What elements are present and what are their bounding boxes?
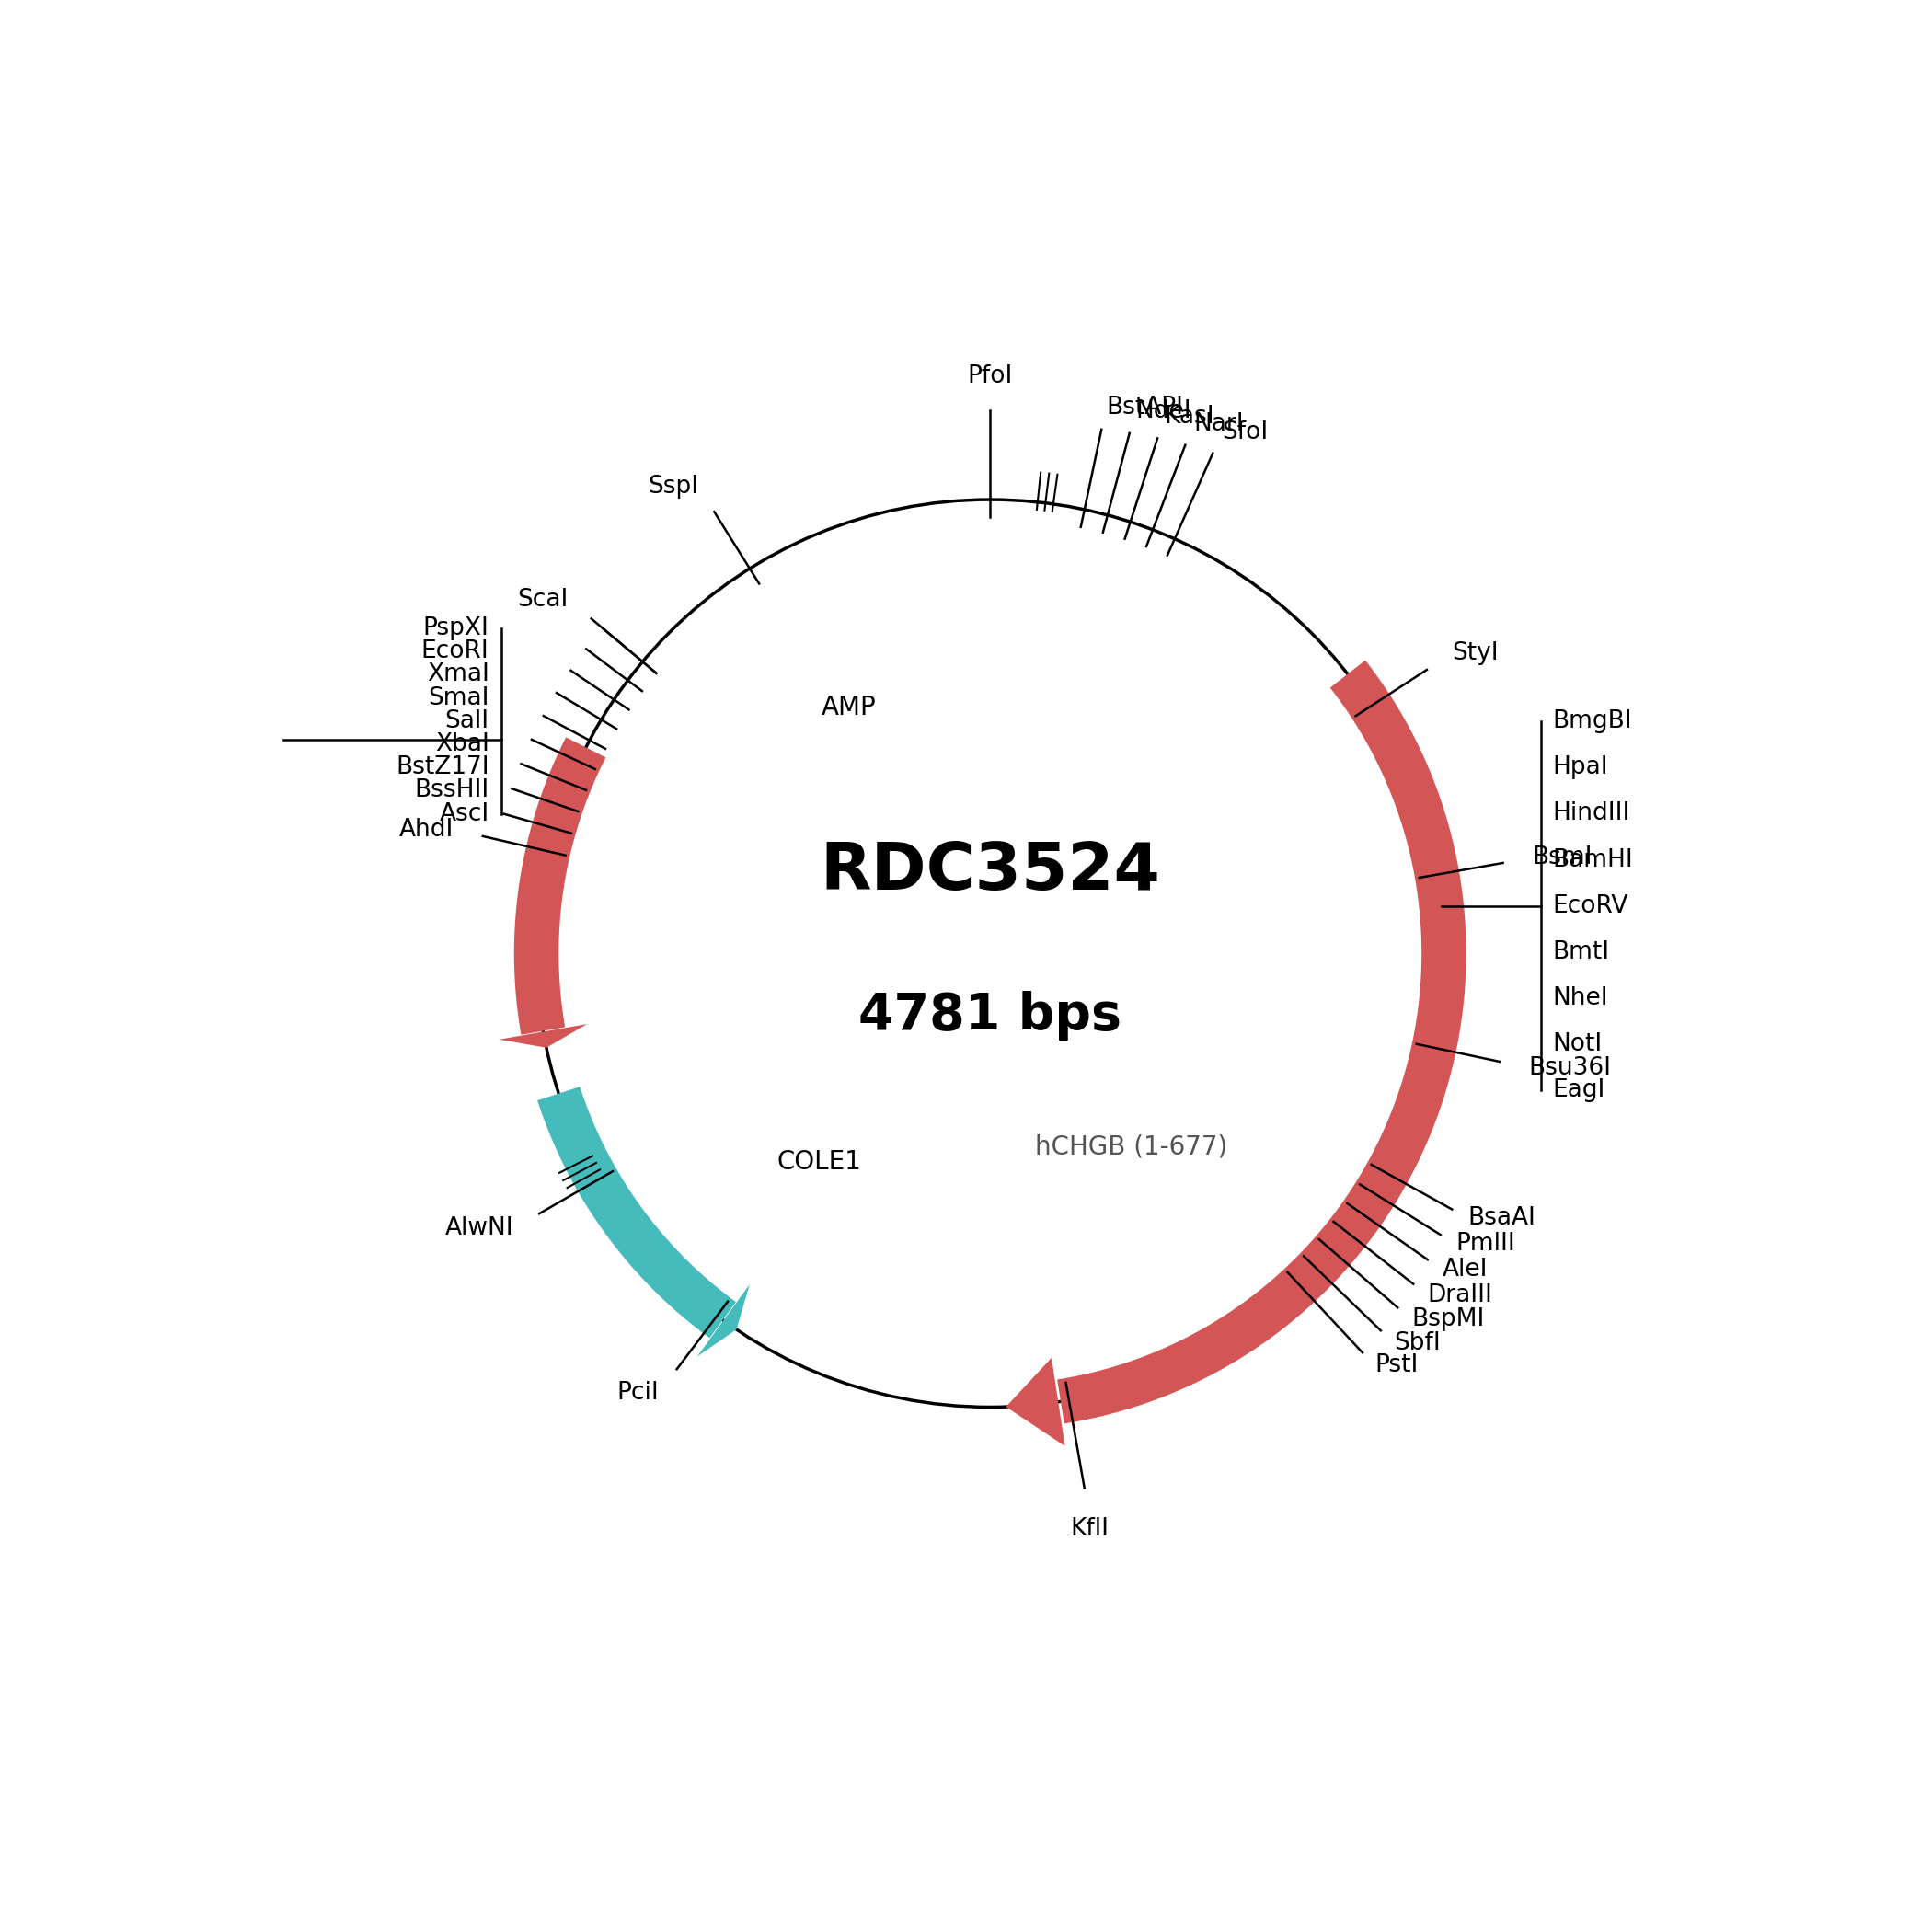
Text: KasI: KasI bbox=[1165, 406, 1215, 429]
Text: PfoI: PfoI bbox=[968, 363, 1012, 388]
Text: SspI: SspI bbox=[647, 475, 699, 498]
Text: RDC3524: RDC3524 bbox=[819, 840, 1161, 904]
Text: AlwNI: AlwNI bbox=[444, 1217, 514, 1240]
Text: SfoI: SfoI bbox=[1221, 421, 1267, 444]
Polygon shape bbox=[498, 1024, 587, 1047]
Text: PstI: PstI bbox=[1376, 1354, 1418, 1378]
Polygon shape bbox=[697, 1285, 750, 1356]
Text: EcoRV: EcoRV bbox=[1553, 895, 1629, 918]
Polygon shape bbox=[1007, 1358, 1065, 1445]
Text: NarI: NarI bbox=[1194, 412, 1244, 437]
Polygon shape bbox=[514, 738, 607, 1036]
Text: StyI: StyI bbox=[1451, 641, 1499, 665]
Text: BstZ17I: BstZ17I bbox=[396, 755, 489, 779]
Text: XmaI: XmaI bbox=[427, 663, 489, 686]
Text: ScaI: ScaI bbox=[518, 587, 568, 612]
Text: EcoRI: EcoRI bbox=[421, 639, 489, 663]
Text: BamHI: BamHI bbox=[1553, 848, 1633, 871]
Text: AleI: AleI bbox=[1443, 1258, 1488, 1281]
Text: NdeI: NdeI bbox=[1136, 400, 1192, 423]
Text: BmtI: BmtI bbox=[1553, 941, 1609, 964]
Polygon shape bbox=[1057, 661, 1466, 1424]
Text: hCHGB (1-677): hCHGB (1-677) bbox=[1036, 1134, 1227, 1159]
Text: BspMI: BspMI bbox=[1410, 1308, 1484, 1331]
Text: XbaI: XbaI bbox=[435, 732, 489, 755]
Text: BmgBI: BmgBI bbox=[1553, 709, 1633, 734]
Text: NheI: NheI bbox=[1553, 985, 1607, 1010]
Text: AhdI: AhdI bbox=[400, 817, 454, 842]
Text: PmlII: PmlII bbox=[1455, 1233, 1515, 1256]
Text: BstAPI: BstAPI bbox=[1107, 396, 1184, 419]
Text: KflI: KflI bbox=[1070, 1517, 1109, 1542]
Text: Bsu36I: Bsu36I bbox=[1528, 1055, 1611, 1080]
Text: SbfI: SbfI bbox=[1393, 1331, 1439, 1354]
Text: AMP: AMP bbox=[821, 696, 877, 721]
Text: DraIII: DraIII bbox=[1428, 1283, 1493, 1306]
Text: HindIII: HindIII bbox=[1553, 802, 1631, 825]
Text: AscI: AscI bbox=[439, 802, 489, 825]
Text: PciI: PciI bbox=[616, 1381, 659, 1405]
Text: NotI: NotI bbox=[1553, 1032, 1602, 1057]
Text: BsmI: BsmI bbox=[1532, 846, 1592, 869]
Text: EagI: EagI bbox=[1553, 1078, 1605, 1103]
Text: BssHII: BssHII bbox=[413, 779, 489, 802]
Text: BsaAI: BsaAI bbox=[1468, 1206, 1536, 1231]
Polygon shape bbox=[537, 1086, 736, 1339]
Text: SmaI: SmaI bbox=[427, 686, 489, 709]
Text: 4781 bps: 4781 bps bbox=[858, 991, 1122, 1041]
Text: HpaI: HpaI bbox=[1553, 755, 1607, 779]
Text: COLE1: COLE1 bbox=[777, 1150, 862, 1175]
Text: PspXI: PspXI bbox=[423, 616, 489, 639]
Text: SalI: SalI bbox=[444, 709, 489, 732]
